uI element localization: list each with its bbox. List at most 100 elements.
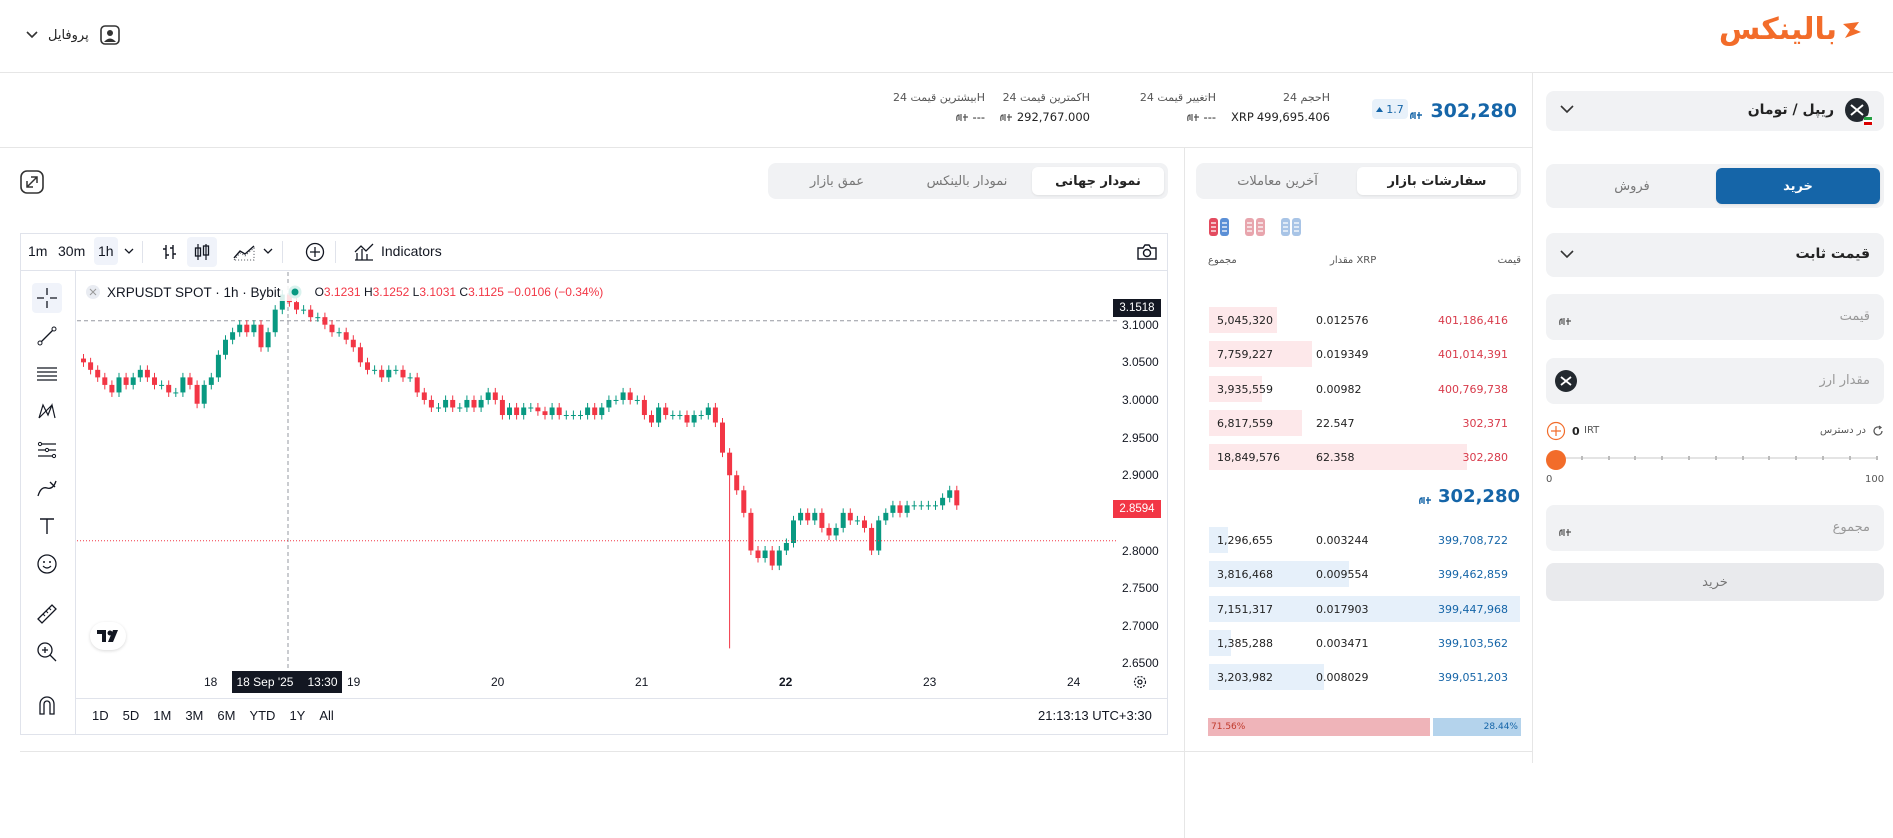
measure-tool[interactable]: [32, 599, 62, 629]
ohlc-close: 3.1125: [468, 285, 504, 299]
pattern-tool[interactable]: [32, 397, 62, 427]
candle-body: [869, 527, 875, 551]
range-1y[interactable]: 1Y: [289, 708, 306, 723]
chevron-down-icon[interactable]: [124, 248, 134, 255]
chevron-down-icon[interactable]: [263, 248, 273, 255]
candle-body: [904, 505, 910, 513]
tab-global-chart[interactable]: نمودار جهانی: [1032, 167, 1164, 195]
bid-row[interactable]: 399,103,562 0.003471 1,385,288: [1209, 629, 1520, 656]
chart-toolbar: 1m 30m 1h Indicators: [20, 233, 1168, 271]
symbol-title: XRPUSDT SPOT · 1h · Bybit: [107, 284, 281, 300]
order-total: 7,151,317: [1217, 602, 1273, 616]
candle-body: [670, 415, 676, 417]
candle-body: [187, 377, 193, 385]
amount-slider[interactable]: [1546, 448, 1878, 470]
market-selector[interactable]: ریپل / تومان: [1546, 91, 1884, 131]
trendline-tool[interactable]: [32, 321, 62, 351]
area-style-icon[interactable]: [232, 242, 256, 262]
price-field[interactable]: قیمت: [1546, 294, 1884, 340]
candle-body: [826, 527, 832, 536]
bid-row[interactable]: 399,447,968 0.017903 7,151,317: [1209, 595, 1520, 622]
bid-row[interactable]: 399,462,859 0.009554 3,816,468: [1209, 561, 1520, 588]
tab-balinex-chart[interactable]: نمودار بالینکس: [926, 173, 1008, 189]
divider: [76, 698, 1167, 699]
camera-icon[interactable]: [1136, 242, 1158, 262]
ohlc-high: 3.1252: [372, 285, 410, 299]
tab-sell[interactable]: فروش: [1614, 178, 1650, 194]
ask-row[interactable]: 302,280 62.358 18,849,576: [1209, 444, 1520, 471]
ask-row[interactable]: 400,769,738 0.00982 3,935,559: [1209, 375, 1520, 402]
crosshair-tool[interactable]: [32, 283, 62, 313]
emoji-tool[interactable]: [32, 549, 62, 579]
symbol-logo-icon: [86, 285, 100, 299]
slider-tick: [1661, 456, 1664, 460]
col-price: قیمت: [1497, 255, 1521, 266]
chevron-down-icon: [26, 31, 38, 39]
depth-bar: [1209, 561, 1349, 588]
interval-1h[interactable]: 1h: [94, 237, 118, 265]
brand-logo[interactable]: بالینکس: [1719, 12, 1863, 47]
submit-buy-button[interactable]: خرید: [1546, 563, 1884, 601]
candle-body: [428, 399, 434, 408]
prediction-tool[interactable]: [32, 435, 62, 465]
bar-style-icon[interactable]: [160, 242, 180, 262]
compare-add-icon[interactable]: [305, 242, 325, 262]
range-1d[interactable]: 1D: [92, 708, 109, 723]
ask-row[interactable]: 401,186,416 0.012576 5,045,320: [1209, 307, 1520, 333]
tab-recent-trades[interactable]: آخرین معاملات: [1237, 173, 1318, 189]
stat-value: 292,767.000: [1016, 110, 1090, 124]
expand-icon[interactable]: [20, 170, 44, 194]
tab-market-depth[interactable]: عمق بازار: [810, 173, 864, 189]
time-tick: 22: [779, 675, 793, 689]
settings-gear-icon[interactable]: [1132, 674, 1148, 690]
candle-body: [457, 407, 463, 409]
candlestick-plot[interactable]: [77, 272, 1167, 686]
interval-1m[interactable]: 1m: [28, 243, 48, 259]
refresh-icon[interactable]: [1872, 425, 1884, 437]
slider-tick: [1768, 456, 1771, 460]
candle-body: [684, 415, 690, 423]
view-bids-icon[interactable]: [1280, 217, 1302, 237]
range-1m[interactable]: 1M: [153, 708, 172, 723]
slider-tick: [1822, 456, 1824, 460]
range-6m[interactable]: 6M: [217, 708, 236, 723]
order-price: 400,769,738: [1438, 382, 1508, 396]
tab-market-orders[interactable]: سفارشات بازار: [1357, 167, 1517, 195]
tradingview-logo[interactable]: [90, 622, 126, 650]
brush-tool[interactable]: [32, 473, 62, 503]
tab-buy[interactable]: خرید: [1716, 168, 1880, 204]
candle-body: [613, 399, 619, 401]
total-field[interactable]: مجموع: [1546, 505, 1884, 551]
order-price: 399,462,859: [1438, 568, 1508, 582]
bid-row[interactable]: 399,051,203 0.008029 3,203,982: [1209, 664, 1520, 691]
profile-menu[interactable]: پروفایل: [26, 24, 121, 46]
price-tick: 2.9000: [1122, 468, 1159, 483]
fib-tool[interactable]: [32, 359, 62, 389]
indicators-button[interactable]: Indicators: [381, 243, 442, 259]
view-both-icon[interactable]: [1208, 217, 1230, 237]
zoom-tool[interactable]: [32, 637, 62, 667]
text-tool[interactable]: [32, 511, 62, 541]
candle-body: [436, 407, 441, 409]
bid-row[interactable]: 399,708,722 0.003244 1,296,655: [1209, 527, 1520, 553]
order-type-select[interactable]: قیمت ثابت: [1546, 233, 1884, 277]
candle-body: [144, 369, 150, 378]
range-5d[interactable]: 5D: [122, 708, 140, 723]
candle-body: [443, 399, 449, 408]
view-asks-icon[interactable]: [1244, 217, 1266, 237]
amount-field[interactable]: مقدار ارز: [1546, 358, 1884, 404]
candle-body: [251, 324, 257, 333]
range-all[interactable]: All: [319, 708, 334, 723]
range-ytd[interactable]: YTD: [249, 708, 276, 723]
candle-body: [123, 377, 129, 385]
ask-row[interactable]: 302,371 22.547 6,817,559: [1209, 409, 1520, 436]
range-3m[interactable]: 3M: [185, 708, 204, 723]
market-pair-label: ریپل / تومان: [1747, 102, 1834, 118]
indicators-icon[interactable]: [353, 242, 375, 262]
slider-handle[interactable]: [1546, 450, 1566, 470]
ask-row[interactable]: 401,014,391 0.019349 7,759,227: [1209, 341, 1520, 368]
candles-style-button[interactable]: [187, 237, 217, 267]
add-funds-icon[interactable]: [1546, 421, 1566, 441]
interval-30m[interactable]: 30m: [58, 243, 86, 259]
magnet-tool[interactable]: [32, 691, 62, 721]
